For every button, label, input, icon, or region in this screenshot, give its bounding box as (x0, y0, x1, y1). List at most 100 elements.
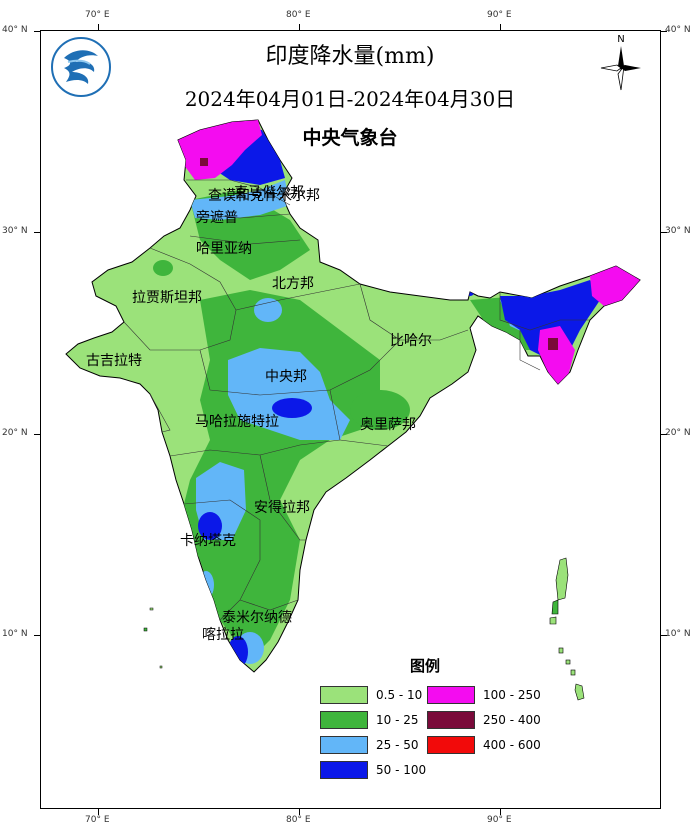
label-odisha: 奥里萨邦 (360, 417, 416, 433)
andaman-islands (549, 557, 585, 701)
label-haryana: 哈里亚纳 (196, 241, 252, 257)
lat-tick-40-right: 40° N (665, 25, 691, 35)
state-border (123, 247, 237, 351)
label-punjab: 旁遮普 (196, 210, 238, 226)
zone-50-100-karnataka (198, 512, 222, 540)
legend-swatch (320, 711, 368, 729)
zone-10-25-rajasthan (153, 260, 173, 276)
tick-mark (661, 232, 667, 233)
state-border (189, 235, 301, 245)
tick-mark (34, 635, 40, 636)
zone-250-400-kashmir (200, 158, 208, 166)
legend-label: 0.5 - 10 (376, 688, 423, 702)
tick-mark (661, 635, 667, 636)
tick-mark (98, 809, 99, 815)
lon-tick-70-top: 70° E (85, 10, 110, 20)
state-border (186, 179, 291, 206)
label-bihar: 比哈尔 (390, 333, 432, 349)
legend-swatch (320, 736, 368, 754)
lat-tick-20-right: 20° N (665, 428, 691, 438)
zone-10-25-odisha (350, 390, 410, 430)
label-maharashtra: 马哈拉施特拉 (195, 414, 279, 430)
legend-label: 400 - 600 (483, 738, 541, 752)
zone-250-400-ne (548, 338, 558, 350)
state-border (259, 454, 306, 541)
zone-100-250-mizoram (538, 326, 575, 386)
legend-swatch (427, 686, 475, 704)
lat-tick-30-left: 30° N (2, 226, 28, 236)
lat-tick-20-left: 20° N (2, 428, 28, 438)
tick-mark (500, 809, 501, 815)
state-border (239, 599, 299, 611)
zone-50-100-ne (500, 280, 600, 360)
legend-item: 25 - 50 (320, 735, 419, 755)
label-andhra-pradesh: 安得拉邦 (254, 500, 310, 516)
state-border (149, 393, 171, 433)
tick-mark (34, 434, 40, 435)
legend-title: 图例 (410, 657, 441, 675)
lat-tick-30-right: 30° N (665, 226, 691, 236)
legend-label: 250 - 400 (483, 713, 541, 727)
tick-mark (34, 232, 40, 233)
lat-tick-10-left: 10° N (2, 629, 28, 639)
zone-25-50-central (228, 348, 350, 440)
legend-label: 25 - 50 (376, 738, 419, 752)
north-letter: N (617, 34, 624, 45)
legend-label: 50 - 100 (376, 763, 427, 777)
map-title: 印度降水量(mm) (265, 44, 435, 69)
label-rajasthan: 拉贾斯坦邦 (132, 290, 202, 306)
tick-mark (661, 434, 667, 435)
legend-item: 250 - 400 (427, 710, 541, 730)
zone-25-50-north (190, 180, 290, 220)
legend-item: 10 - 25 (320, 710, 419, 730)
lat-tick-10-right: 10° N (665, 629, 691, 639)
zone-50-100-vidarbha (272, 398, 312, 418)
label-himachal: 喜马偕尔邦 (234, 185, 304, 201)
date-range: 2024年04月01日-2024年04月30日 (184, 87, 516, 111)
state-border (195, 213, 291, 219)
label-karnataka: 卡纳塔克 (180, 533, 236, 549)
legend-item: 0.5 - 10 (320, 685, 422, 705)
zone-100-250-kashmir (178, 120, 262, 180)
tick-mark (98, 24, 99, 30)
state-border (235, 283, 361, 311)
tick-mark (500, 24, 501, 30)
legend-swatch (320, 761, 368, 779)
legend-item: 50 - 100 (320, 760, 426, 780)
cma-logo-icon (51, 37, 111, 97)
state-border (183, 499, 261, 621)
legend-label: 100 - 250 (483, 688, 541, 702)
legend-swatch (427, 711, 475, 729)
label-jammu-kashmir: 查谟和克什米尔邦 (208, 188, 320, 204)
label-gujarat: 古吉拉特 (86, 353, 142, 369)
lon-tick-70-bottom: 70° E (85, 815, 110, 825)
lakshadweep-islands (143, 607, 163, 669)
lon-tick-90-bottom: 90° E (487, 815, 512, 825)
label-madhya-pradesh: 中央邦 (265, 369, 307, 385)
legend-swatch (427, 736, 475, 754)
label-tamil-nadu: 泰米尔纳德 (222, 610, 292, 626)
legend: 图例 0.5 - 10 10 - 25 25 - 50 50 - 100 100… (312, 655, 552, 785)
tick-mark (299, 809, 300, 815)
issuer-label: 中央气象台 (302, 127, 398, 149)
state-border (199, 339, 401, 396)
zone-100-250-ne (590, 266, 640, 306)
lon-tick-80-bottom: 80° E (286, 815, 311, 825)
tick-mark (299, 24, 300, 30)
legend-item: 100 - 250 (427, 685, 541, 705)
zone-25-50-up (254, 298, 282, 322)
north-arrow-icon: N (600, 34, 641, 91)
legend-label: 10 - 25 (376, 713, 419, 727)
zone-50-100-kashmir (212, 125, 285, 185)
state-border (499, 292, 590, 331)
tick-mark (661, 31, 667, 32)
lon-tick-90-top: 90° E (487, 10, 512, 20)
legend-swatch (320, 686, 368, 704)
state-border (519, 330, 541, 371)
label-uttar-pradesh: 北方邦 (272, 276, 314, 292)
tick-mark (34, 31, 40, 32)
legend-item: 400 - 600 (427, 735, 541, 755)
label-kerala: 喀拉拉 (202, 627, 244, 643)
lon-tick-80-top: 80° E (286, 10, 311, 20)
